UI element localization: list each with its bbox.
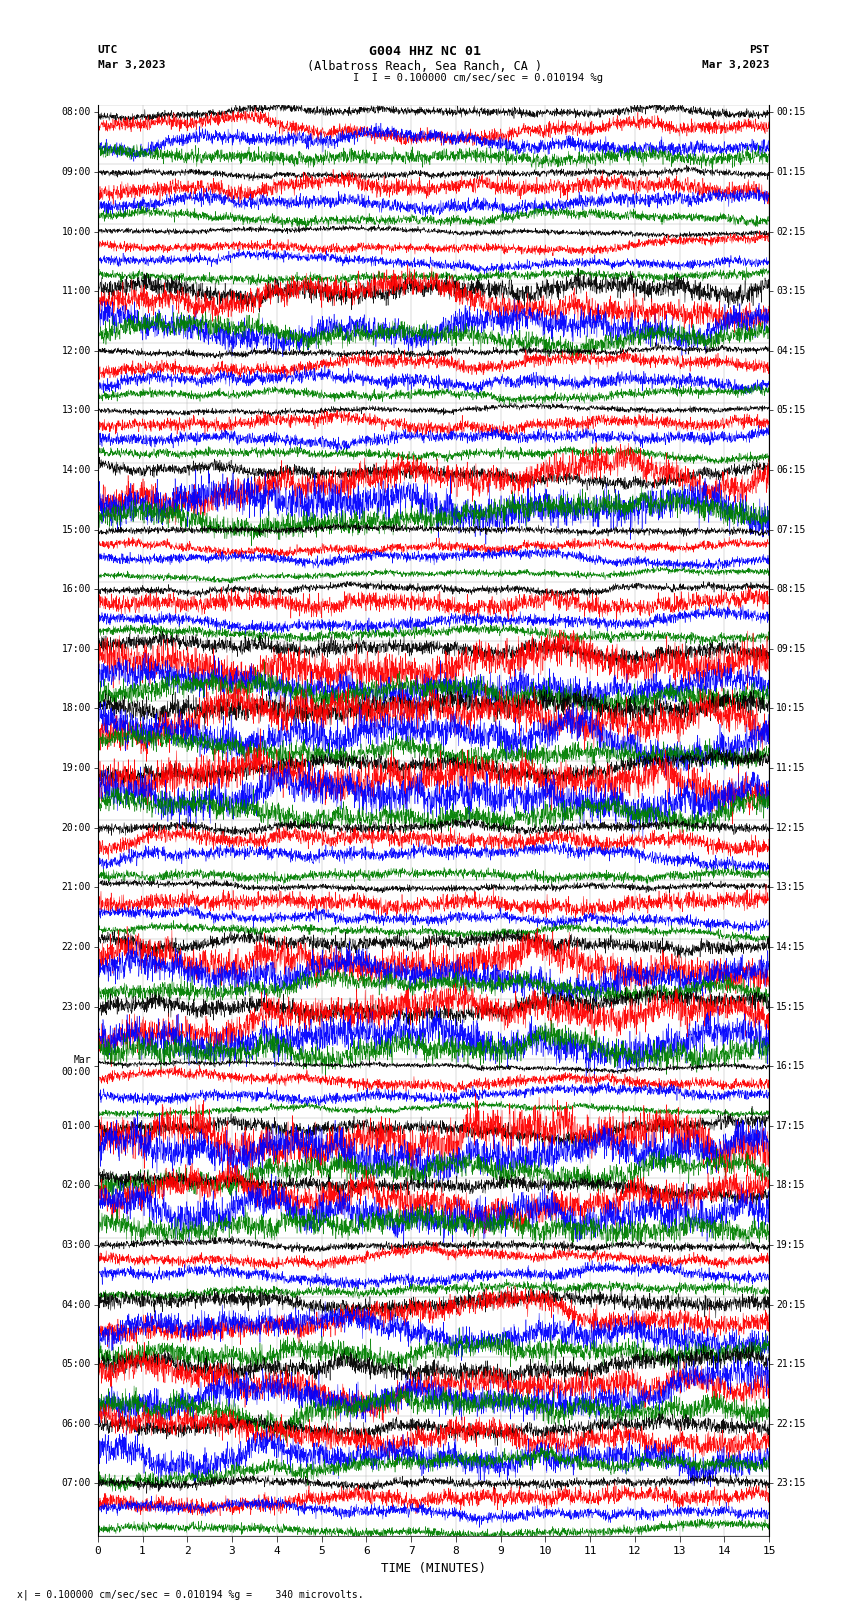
Text: UTC: UTC [98,45,118,55]
Text: G004 HHZ NC 01: G004 HHZ NC 01 [369,45,481,58]
Text: Mar 3,2023: Mar 3,2023 [98,60,165,69]
X-axis label: TIME (MINUTES): TIME (MINUTES) [381,1561,486,1574]
Text: x| = 0.100000 cm/sec/sec = 0.010194 %g =    340 microvolts.: x| = 0.100000 cm/sec/sec = 0.010194 %g =… [17,1589,364,1600]
Text: Mar 3,2023: Mar 3,2023 [702,60,769,69]
Text: (Albatross Reach, Sea Ranch, CA ): (Albatross Reach, Sea Ranch, CA ) [308,60,542,73]
Text: I  I = 0.100000 cm/sec/sec = 0.010194 %g: I I = 0.100000 cm/sec/sec = 0.010194 %g [353,73,603,82]
Text: PST: PST [749,45,769,55]
